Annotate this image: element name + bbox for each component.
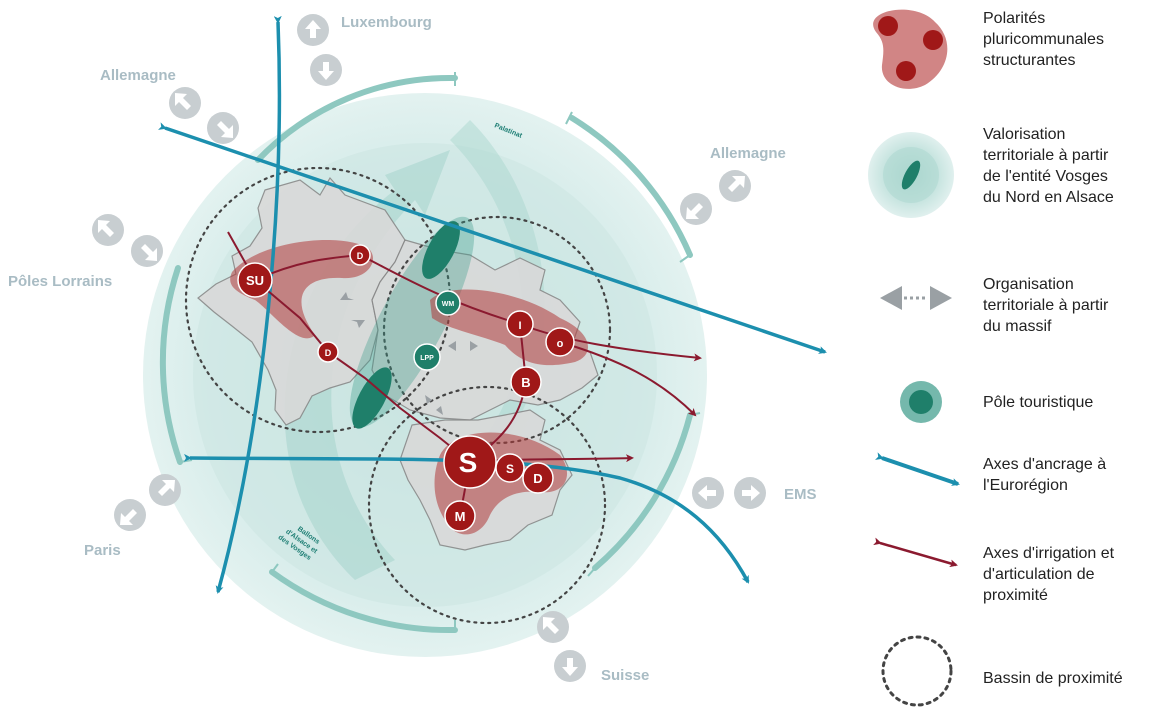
legend-ancrage-line-1: Axes d'ancrage à bbox=[983, 456, 1107, 473]
legend-valorisation-line-3: de l'entité Vosges bbox=[983, 168, 1108, 185]
tourism-poles: WM LPP bbox=[413, 290, 461, 371]
polarity-nodes: SU D D I o B S S D M bbox=[237, 244, 575, 532]
node-s-big bbox=[443, 435, 497, 489]
flow-paris bbox=[114, 474, 181, 531]
legend-polarites: Polarités pluricommunales structurantes bbox=[983, 8, 1148, 71]
node-su bbox=[237, 262, 273, 298]
node-i-label: I bbox=[518, 320, 521, 332]
label-paris: Paris bbox=[84, 542, 121, 559]
legend-irrigation-axis bbox=[873, 537, 958, 568]
legend-polarites-line-3: structurantes bbox=[983, 52, 1076, 69]
tourism-pole-lpp bbox=[413, 343, 441, 371]
anchoring-axes bbox=[158, 15, 827, 594]
legend-organisation-line-2: territoriale à partir bbox=[983, 297, 1109, 314]
flow-allemagne-left bbox=[169, 87, 239, 144]
legend-organisation-line-1: Organisation bbox=[983, 276, 1074, 293]
legend-irrigation-line-2: d'articulation de bbox=[983, 566, 1095, 583]
arrow-right-icon bbox=[742, 485, 760, 501]
node-m-label: M bbox=[455, 509, 466, 524]
legend-arrow-left-icon bbox=[880, 286, 902, 310]
legend-organisation: Organisation territoriale à partir du ma… bbox=[983, 274, 1148, 337]
arrow-in-icon bbox=[217, 121, 233, 138]
arrow-out-icon bbox=[120, 509, 137, 525]
arrow-up-icon bbox=[305, 20, 321, 38]
tourism-pole-lpp-label: LPP bbox=[420, 355, 434, 362]
arrow-down-icon bbox=[562, 658, 578, 676]
legend-valorisation-core bbox=[901, 160, 921, 190]
arrow-out-icon bbox=[98, 220, 114, 237]
legend-irrigation-line-3: proximité bbox=[983, 587, 1048, 604]
label-luxembourg: Luxembourg bbox=[341, 14, 432, 31]
flow-luxembourg bbox=[297, 14, 342, 86]
label-suisse: Suisse bbox=[601, 667, 649, 684]
node-su-label: SU bbox=[246, 273, 264, 288]
node-s-small bbox=[495, 453, 525, 483]
legend-bassin: Bassin de proximité bbox=[983, 668, 1148, 689]
arrow-down-icon bbox=[318, 62, 334, 80]
legend-organisation-line-3: du massif bbox=[983, 318, 1052, 335]
legend-irrigation: Axes d'irrigation et d'articulation de p… bbox=[983, 543, 1148, 606]
legend-arrow-right-icon bbox=[930, 286, 952, 310]
arrow-out-icon bbox=[543, 617, 559, 634]
flow-suisse bbox=[537, 611, 586, 682]
legend-anchoring-axis bbox=[875, 452, 960, 486]
node-d-top-label: D bbox=[357, 251, 364, 261]
legend-ancrage: Axes d'ancrage à l'Eurorégion bbox=[983, 454, 1148, 496]
legend-polarity-node-1 bbox=[878, 16, 898, 36]
node-s-big-label: S bbox=[459, 447, 478, 478]
arrow-left-icon bbox=[698, 485, 716, 501]
tourism-pole-wm-label: WM bbox=[442, 301, 455, 308]
node-d-left bbox=[317, 341, 339, 363]
node-d-top bbox=[349, 244, 371, 266]
label-allemagne-left: Allemagne bbox=[100, 67, 176, 84]
legend-basin-circle bbox=[881, 635, 953, 707]
arc-south bbox=[269, 569, 458, 634]
legend-irrigation-line-1: Axes d'irrigation et bbox=[983, 545, 1115, 562]
arrow-in-icon bbox=[141, 244, 157, 261]
legend-pole-touristique-line: Pôle touristique bbox=[983, 394, 1094, 411]
node-s-small-label: S bbox=[506, 462, 514, 476]
legend-valorisation: Valorisation territoriale à partir de l'… bbox=[983, 124, 1148, 208]
arrow-out-icon bbox=[728, 176, 745, 192]
legend-valorisation-line-1: Valorisation bbox=[983, 126, 1066, 143]
legend-polarites-line-1: Polarités bbox=[983, 10, 1046, 27]
legend-valorisation-line-2: territoriale à partir bbox=[983, 147, 1109, 164]
node-b-label: B bbox=[521, 375, 530, 390]
arrow-in-icon bbox=[686, 203, 703, 219]
axis-nw-se bbox=[158, 122, 827, 354]
node-o-label: o bbox=[557, 338, 564, 350]
legend-polarites-line-2: pluricommunales bbox=[983, 31, 1104, 48]
flow-poles-lorrains bbox=[92, 214, 163, 267]
label-allemagne-right: Allemagne bbox=[710, 145, 786, 162]
arrow-out-icon bbox=[175, 93, 191, 110]
legend-bassin-line: Bassin de proximité bbox=[983, 670, 1123, 687]
node-i bbox=[506, 310, 534, 338]
flow-allemagne-right bbox=[680, 170, 751, 225]
tourism-pole-wm bbox=[435, 290, 461, 316]
axis-west-southeast bbox=[183, 453, 750, 584]
node-o bbox=[545, 327, 575, 357]
flow-ems bbox=[692, 477, 766, 509]
axis-o-southeast bbox=[559, 341, 697, 417]
legend-symbols bbox=[868, 9, 960, 707]
node-d-bottom bbox=[522, 462, 554, 494]
label-poles-lorrains: Pôles Lorrains bbox=[8, 273, 112, 290]
node-m bbox=[444, 500, 476, 532]
legend-tourism-pole-inner bbox=[909, 390, 933, 414]
arrow-in-icon bbox=[158, 480, 175, 496]
vosges-south-tip bbox=[352, 367, 392, 429]
node-d-bottom-label: D bbox=[533, 471, 542, 486]
legend-polarity-node-3 bbox=[896, 61, 916, 81]
legend-polarity-node-2 bbox=[923, 30, 943, 50]
label-ems: EMS bbox=[784, 486, 817, 503]
legend-ancrage-line-2: l'Eurorégion bbox=[983, 477, 1068, 494]
node-d-left-label: D bbox=[325, 348, 332, 358]
legend-valorisation-line-4: du Nord en Alsace bbox=[983, 189, 1114, 206]
node-b bbox=[510, 366, 542, 398]
massif-arrows bbox=[340, 292, 478, 415]
external-flows bbox=[92, 14, 766, 682]
legend-pole-touristique: Pôle touristique bbox=[983, 392, 1148, 413]
